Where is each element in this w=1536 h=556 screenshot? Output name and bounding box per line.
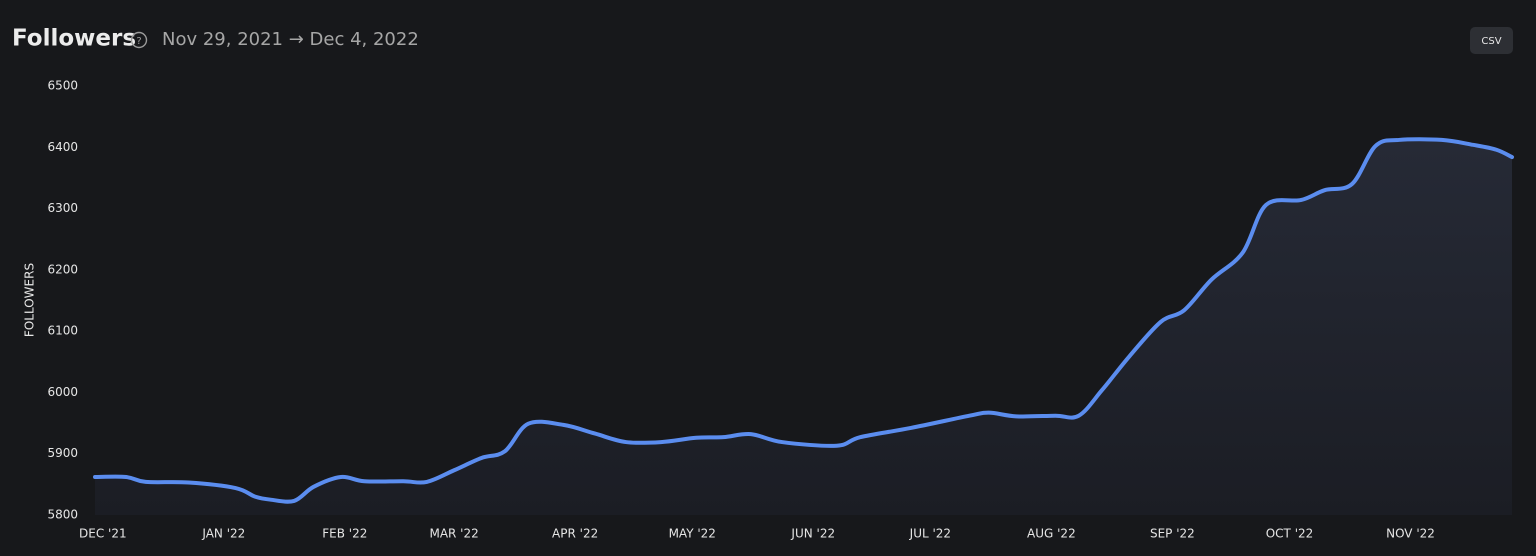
y-tick-label: 6400 (47, 140, 78, 154)
y-tick-label: 6000 (47, 385, 78, 399)
chart-title: Followers (12, 26, 136, 52)
help-icon[interactable]: ? (130, 31, 148, 49)
y-tick-label: 5800 (47, 508, 78, 522)
y-tick-label: 5900 (47, 446, 78, 460)
x-tick-label: AUG '22 (1027, 527, 1076, 541)
x-tick-label: SEP '22 (1150, 527, 1195, 541)
csv-label[interactable]: CSV (1481, 36, 1501, 47)
area-fill (95, 139, 1512, 515)
x-tick-label: JUN '22 (790, 527, 835, 541)
y-tick-label: 6200 (47, 262, 78, 276)
x-tick-label: NOV '22 (1386, 527, 1435, 541)
line (93, 137, 1514, 504)
date-range: Nov 29, 2021 → Dec 4, 2022 (162, 29, 419, 50)
csv-button[interactable]: CSV (1470, 27, 1513, 54)
x-tick-label: DEC '21 (79, 527, 127, 541)
x-tick-label: JUL '22 (909, 527, 951, 541)
y-tick-label: 6300 (47, 201, 78, 215)
x-tick-label: APR '22 (552, 527, 598, 541)
y-tick-label: 6100 (47, 324, 78, 338)
x-tick-label: JAN '22 (201, 527, 245, 541)
y-tick-label: 6500 (47, 79, 78, 93)
x-tick-label: MAY '22 (669, 527, 716, 541)
y-axis-title: FOLLOWERS (23, 263, 37, 337)
x-tick-label: FEB '22 (322, 527, 367, 541)
x-tick-label: MAR '22 (429, 527, 478, 541)
svg-text:?: ? (136, 36, 141, 47)
x-tick-label: OCT '22 (1266, 527, 1314, 541)
